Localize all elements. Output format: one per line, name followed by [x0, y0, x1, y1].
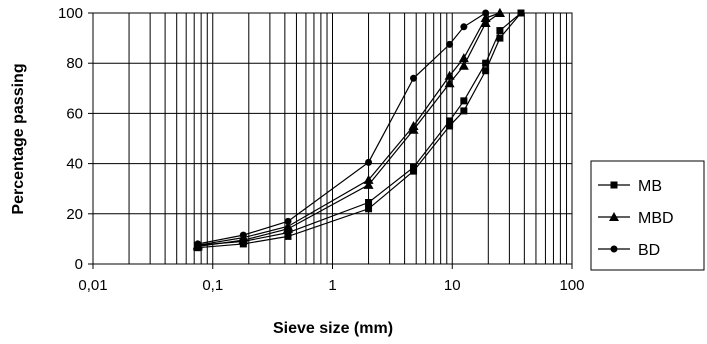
y-tick-label: 60	[66, 105, 83, 122]
data-point-mbd	[444, 70, 455, 80]
data-point-mbd	[408, 120, 419, 130]
data-point-mbd	[458, 53, 469, 63]
y-axis-ticks: 0 20 40 60 80 100	[58, 5, 93, 273]
data-point-mbd	[444, 78, 455, 88]
data-point-mb	[446, 117, 454, 125]
data-point-mb	[284, 232, 292, 240]
data-point-bd	[410, 74, 418, 82]
data-point-mbd	[363, 179, 374, 189]
y-tick-label: 100	[58, 5, 83, 22]
data-point-mb	[482, 67, 490, 75]
data-point-mb	[460, 107, 468, 115]
data-point-mbd	[282, 221, 293, 231]
legend-marker-bd	[610, 245, 618, 253]
data-point-bd	[284, 217, 292, 225]
legend-label-mbd: MBD	[638, 210, 674, 227]
data-point-mbd	[458, 60, 469, 70]
data-point-bd	[482, 9, 490, 17]
data-point-mb	[496, 27, 504, 35]
series-mb	[194, 9, 525, 252]
data-point-mb	[365, 199, 373, 207]
data-point-mb	[410, 167, 418, 175]
x-axis-title: Sieve size (mm)	[273, 320, 393, 337]
legend-box	[590, 160, 705, 271]
grid-layer	[93, 13, 572, 264]
y-tick-label: 20	[66, 206, 83, 223]
data-point-bd	[194, 240, 202, 248]
legend-marker-mb	[610, 181, 618, 189]
series-line-mb	[197, 12, 522, 249]
series-bd	[194, 9, 490, 248]
y-tick-label: 80	[66, 55, 83, 72]
series-line-mb	[197, 12, 522, 246]
data-point-mbd	[363, 174, 374, 184]
legend-item-mb: MB	[598, 178, 662, 195]
legend-label-mb: MB	[638, 178, 662, 195]
x-tick-label: 0,01	[78, 277, 107, 294]
y-tick-label: 40	[66, 156, 83, 173]
data-point-bd	[365, 158, 373, 166]
x-tick-label: 10	[444, 277, 461, 294]
data-point-mbd	[494, 8, 505, 17]
series-line-mbd	[197, 12, 501, 248]
x-tick-label: 0,1	[202, 277, 223, 294]
legend-marker-mbd	[609, 212, 619, 221]
legend-item-bd: BD	[598, 242, 660, 259]
y-tick-label: 0	[75, 256, 83, 273]
legend-label-bd: BD	[638, 242, 660, 259]
series-line-bd	[197, 12, 486, 245]
data-point-mb	[365, 205, 373, 213]
x-axis-ticks: 0,01 0,1 1 10 100	[78, 264, 585, 294]
x-tick-label: 100	[559, 277, 584, 294]
data-point-mb	[496, 34, 504, 42]
data-point-mb	[482, 59, 490, 67]
data-point-bd	[446, 40, 454, 48]
data-point-mb	[517, 9, 525, 17]
legend-items: MB MBD BD	[598, 178, 674, 259]
data-point-mb	[410, 163, 418, 171]
data-point-mb	[460, 97, 468, 105]
y-axis-title: Percentage passing	[10, 63, 27, 214]
series-layer	[192, 8, 525, 252]
legend-item-mbd: MBD	[598, 210, 674, 227]
data-point-mbd	[480, 13, 491, 23]
data-point-bd	[239, 231, 247, 239]
legend: MB MBD BD	[590, 160, 705, 271]
data-point-mbd	[480, 18, 491, 28]
data-point-mb	[446, 122, 454, 130]
data-point-bd	[460, 23, 468, 31]
x-tick-label: 1	[328, 277, 336, 294]
